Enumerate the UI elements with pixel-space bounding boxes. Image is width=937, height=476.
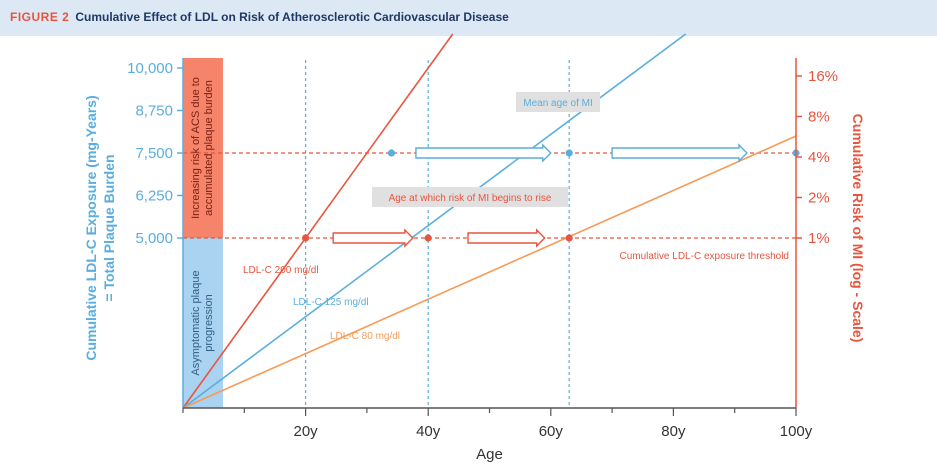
x-tick-label-2: 60y [539,423,564,440]
arrow-mean-mi-1 [415,143,552,163]
band-upper-label-line2: accumulated plaque burden [203,80,215,216]
series-line-0 [182,33,454,409]
series-label-0: LDL-C 200 mg/dl [243,265,319,276]
mean-age-mi-label: Mean age of MI [523,98,592,109]
series-line-1 [182,33,687,409]
figure-title: FIGURE 2 Cumulative Effect of LDL on Risk… [10,10,509,24]
y-right-tick-label-3: 8% [808,109,830,126]
marker-threshold-0 [302,234,310,242]
x-tick-label-3: 80y [661,423,686,440]
y-left-tick-label-2: 7,500 [135,145,173,162]
exposure-threshold-label: Cumulative LDL-C exposure threshold [619,251,789,262]
y-left-tick-label-4: 10,000 [127,60,173,77]
figure-title-text: Cumulative Effect of LDL on Risk of Athe… [75,10,509,24]
arrow-threshold-1 [332,228,414,248]
age-risk-rise-label: Age at which risk of MI begins to rise [389,193,552,204]
y-right-axis-title: Cumulative Risk of MI (log - Scale) [850,114,866,343]
y-left-tick-label-3: 8,750 [135,103,173,120]
arrow-mean-mi-2 [611,143,748,163]
y-right-tick-label-0: 1% [808,230,830,247]
y-left-axis-title-line2: = Total Plaque Burden [101,154,117,301]
series-label-1: LDL-C 125 mg/dl [293,297,369,308]
figure-number: FIGURE 2 [10,10,70,24]
marker-mean-mi-0 [387,149,396,157]
band-increasing-risk [183,58,223,238]
y-left-tick-label-0: 5,000 [135,230,173,247]
series-line-2 [182,135,797,409]
age-risk-rise-box [372,187,568,207]
marker-threshold-2 [565,234,573,242]
x-tick-label-4: 100y [780,423,813,440]
marker-mean-mi-1 [565,149,573,157]
x-tick-label-1: 40y [416,423,441,440]
y-left-tick-label-1: 6,250 [135,188,173,205]
x-axis-label: Age [476,446,503,463]
y-right-tick-label-4: 16% [808,68,838,85]
arrow-threshold-2 [467,228,546,248]
figure-header [0,0,937,36]
y-left-axis-title-line1: Cumulative LDL-C Exposure (mg-Years) [83,95,99,360]
mean-age-mi-box [516,92,600,112]
x-tick-label-0: 20y [294,423,319,440]
band-lower-label-line1: Asymptomatic plaque [190,270,202,375]
series-label-2: LDL-C 80 mg/dl [330,331,400,342]
y-right-tick-label-2: 4% [808,149,830,166]
band-upper-label-line1: Increasing risk of ACS due to [190,77,202,219]
band-lower-label-line2: progression [203,294,215,351]
marker-threshold-1 [424,234,432,242]
y-right-tick-label-1: 2% [808,190,830,207]
